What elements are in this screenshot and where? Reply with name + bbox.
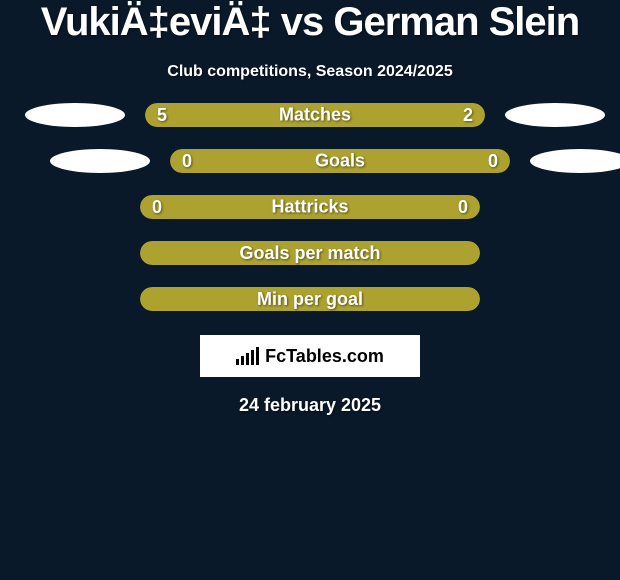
stat-label: Goals xyxy=(315,151,365,172)
stat-value-left: 0 xyxy=(182,151,192,172)
player-avatar-left xyxy=(50,149,150,173)
stat-row: 5 2 Matches xyxy=(0,103,620,127)
stat-row: Goals per match xyxy=(0,241,620,265)
date-label: 24 february 2025 xyxy=(239,395,381,416)
bar-segment-full: Goals per match xyxy=(140,241,480,265)
stat-bar: 0 0 Hattricks xyxy=(140,195,480,219)
stat-label: Goals per match xyxy=(239,243,380,264)
stat-value-right: 2 xyxy=(463,105,473,126)
stat-label: Min per goal xyxy=(257,289,363,310)
logo-box[interactable]: FcTables.com xyxy=(200,335,420,377)
bar-segment-full: Min per goal xyxy=(140,287,480,311)
bar-segment-right: 0 xyxy=(340,149,510,173)
bar-segment-left: 5 xyxy=(145,103,388,127)
stat-bar: Goals per match xyxy=(140,241,480,265)
stats-area: 5 2 Matches 0 0 Goals 0 0 Hattricks Goals per mat… xyxy=(0,103,620,333)
subtitle: Club competitions, Season 2024/2025 xyxy=(167,63,452,81)
bar-chart-icon xyxy=(236,347,259,365)
stat-row: Min per goal xyxy=(0,287,620,311)
stat-value-right: 0 xyxy=(458,197,468,218)
stat-value-right: 0 xyxy=(488,151,498,172)
stat-row: 0 0 Goals xyxy=(0,149,620,173)
stat-value-left: 5 xyxy=(157,105,167,126)
stat-value-left: 0 xyxy=(152,197,162,218)
stat-bar: 0 0 Goals xyxy=(170,149,510,173)
logo-text: FcTables.com xyxy=(265,346,384,367)
page-title: VukiÄ‡eviÄ‡ vs German Slein xyxy=(41,0,579,45)
player-avatar-right xyxy=(530,149,620,173)
stat-bar: 5 2 Matches xyxy=(145,103,485,127)
stat-row: 0 0 Hattricks xyxy=(0,195,620,219)
stat-label: Hattricks xyxy=(271,197,348,218)
player-avatar-left xyxy=(25,103,125,127)
player-avatar-right xyxy=(505,103,605,127)
bar-segment-right: 2 xyxy=(388,103,485,127)
comparison-widget: VukiÄ‡eviÄ‡ vs German Slein Club competi… xyxy=(0,0,620,416)
stat-bar: Min per goal xyxy=(140,287,480,311)
stat-label: Matches xyxy=(279,105,351,126)
